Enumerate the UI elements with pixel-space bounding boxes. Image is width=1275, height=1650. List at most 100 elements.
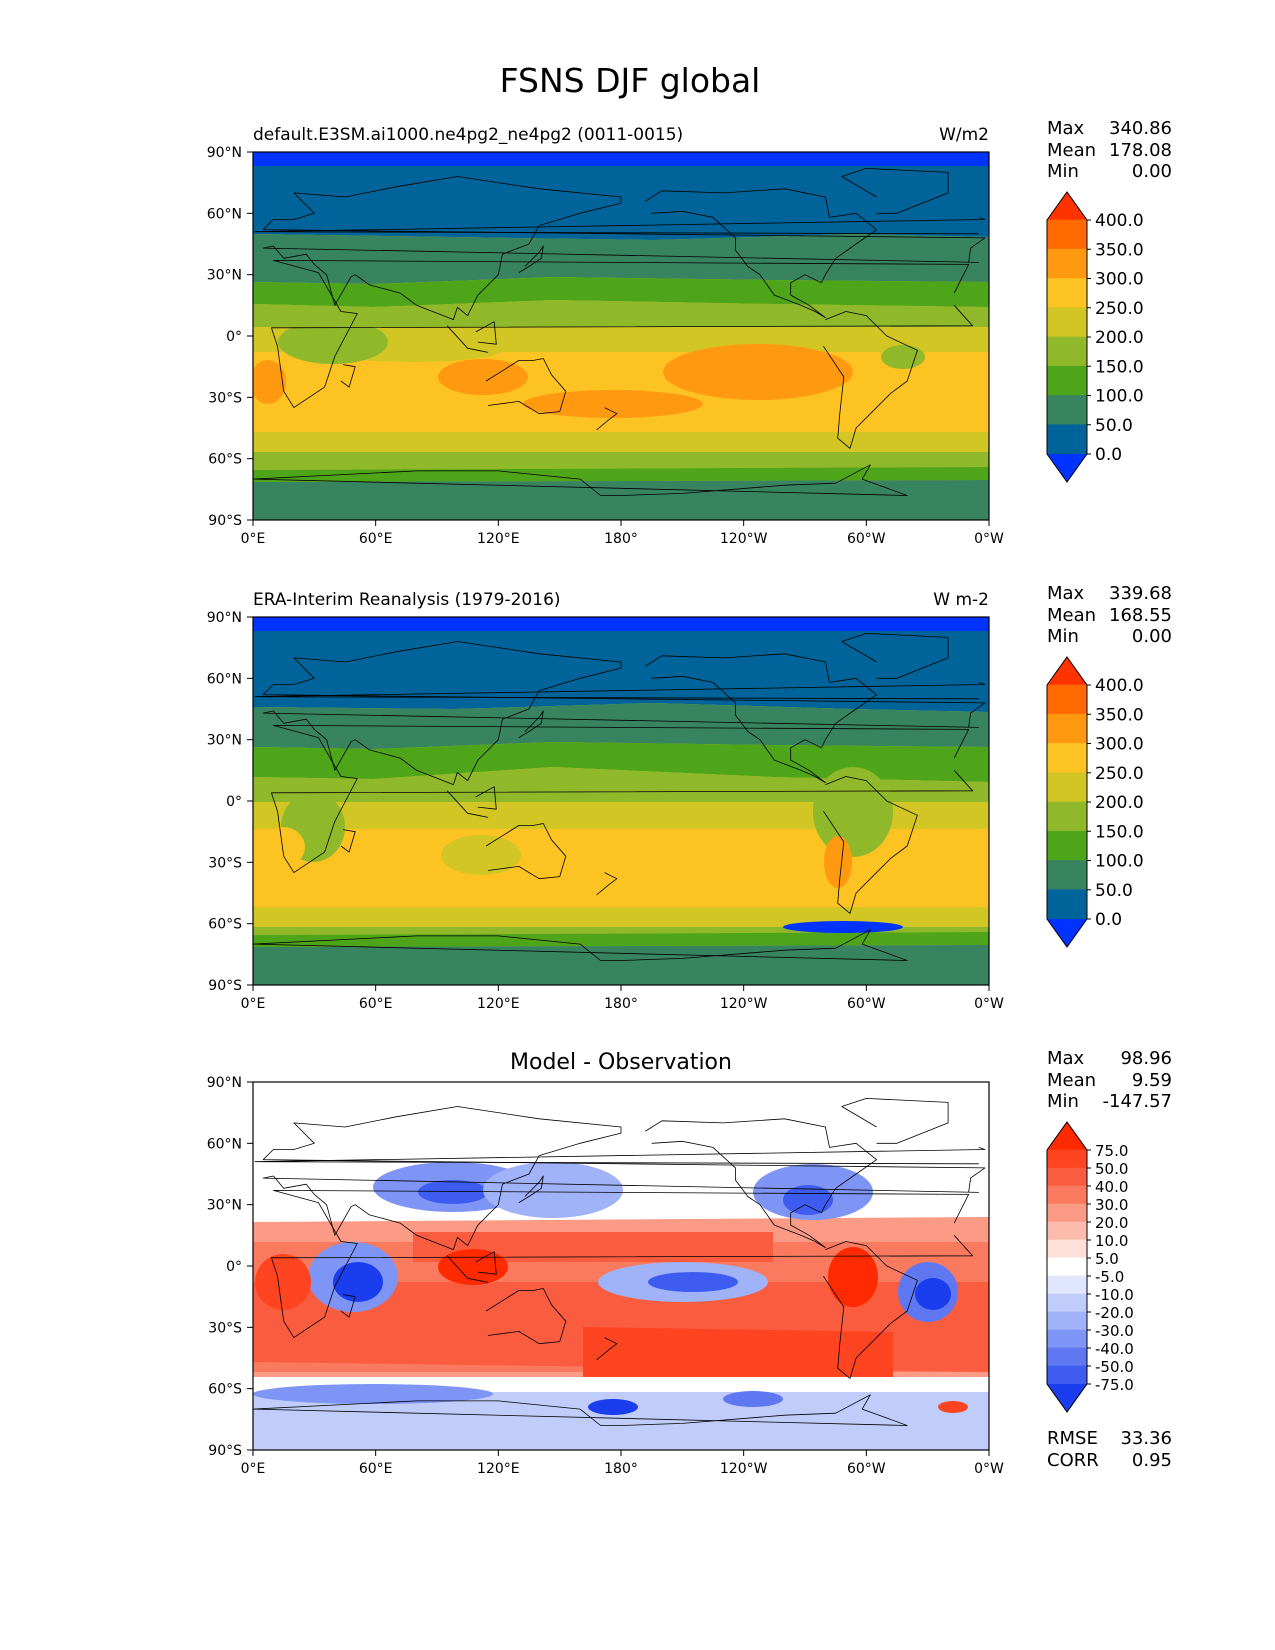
stat-min-label: Min xyxy=(1047,161,1079,182)
lon-axis: 0°E 60°E 120°E 180° 120°W 60°W 0°W xyxy=(241,1450,1004,1477)
coastline xyxy=(262,176,986,321)
contour-fill xyxy=(333,1262,383,1302)
coastline xyxy=(475,321,497,345)
stat-max-value: 340.86 xyxy=(1109,118,1172,139)
colorbar-label: 30.0 xyxy=(1095,1196,1128,1214)
colorbar-label: -20.0 xyxy=(1095,1304,1134,1322)
coastline xyxy=(446,790,489,818)
lat-tick-label: 90°S xyxy=(208,1443,242,1459)
stats-test: Max 340.86 Mean 178.08 Min 0.00 xyxy=(1047,118,1172,182)
figure-title: FSNS DJF global xyxy=(500,61,761,100)
colorbar-extend-min xyxy=(1047,1384,1087,1412)
field-contours xyxy=(253,152,989,520)
stat-max-label: Max xyxy=(1047,583,1085,604)
contour-fill xyxy=(813,767,893,857)
contour-fill xyxy=(253,234,989,284)
contour-fill xyxy=(253,432,989,452)
lon-tick-label: 120°W xyxy=(720,996,768,1012)
coastline xyxy=(645,653,877,784)
colorbar-segment xyxy=(1047,772,1087,803)
lon-tick-label: 0°E xyxy=(241,531,266,547)
stat-min-value: -147.57 xyxy=(1103,1091,1172,1112)
lat-tick-label: 90°S xyxy=(208,513,242,529)
coastline xyxy=(485,358,567,415)
lon-tick-label: 180° xyxy=(604,1461,638,1477)
contour-fill xyxy=(253,452,989,470)
colorbar-label: 150.0 xyxy=(1095,822,1144,842)
contour-fill xyxy=(253,152,989,240)
contour-fill xyxy=(583,1327,893,1382)
colorbar-segment xyxy=(1047,889,1087,920)
colorbar-label: -50.0 xyxy=(1095,1358,1134,1376)
lat-tick-label: 90°N xyxy=(207,1075,242,1091)
lon-axis: 0°E 60°E 120°E 180° 120°W 60°W 0°W xyxy=(241,985,1004,1012)
colorbar-label: 0.0 xyxy=(1095,445,1122,465)
stat-mean-label: Mean xyxy=(1047,605,1096,626)
coastline xyxy=(253,464,908,496)
colorbar-segment xyxy=(1047,1365,1087,1385)
coastline xyxy=(475,1251,497,1275)
colorbar-segment xyxy=(1047,830,1087,861)
coastline xyxy=(270,725,973,874)
contour-fill xyxy=(723,1391,783,1407)
panel-units: W m-2 xyxy=(933,590,989,610)
colorbar-label: 5.0 xyxy=(1095,1250,1119,1268)
panel-title: Model - Observation xyxy=(510,1050,732,1075)
lat-tick-label: 90°N xyxy=(207,610,242,626)
lon-tick-label: 60°W xyxy=(847,531,886,547)
contour-fill xyxy=(663,344,853,400)
lon-tick-label: 0°E xyxy=(241,1461,266,1477)
stat-rmse-value: 33.36 xyxy=(1120,1428,1172,1449)
contour-fill xyxy=(881,345,925,369)
contour-fill xyxy=(413,1232,773,1262)
coastline xyxy=(645,1118,877,1249)
colorbar-segment xyxy=(1047,365,1087,396)
lat-axis: 90°N 60°N 30°N 0° 30°S 60°S 90°S xyxy=(207,145,253,529)
colorbar-segment xyxy=(1047,1203,1087,1223)
coastline xyxy=(823,1241,918,1379)
lat-tick-label: 0° xyxy=(226,794,242,810)
lon-tick-label: 60°W xyxy=(847,996,886,1012)
lat-tick-label: 60°N xyxy=(207,671,242,687)
stat-min-value: 0.00 xyxy=(1132,161,1172,182)
stat-min-label: Min xyxy=(1047,1091,1079,1112)
coastline xyxy=(253,1394,908,1426)
colorbar-extend-min xyxy=(1047,454,1087,482)
colorbar-segment xyxy=(1047,801,1087,832)
lon-tick-label: 60°E xyxy=(359,1461,393,1477)
contour-fill xyxy=(783,921,903,933)
field-contours xyxy=(253,617,989,985)
lat-tick-label: 60°S xyxy=(208,452,242,468)
contour-fill xyxy=(253,1392,989,1450)
stat-mean-value: 9.59 xyxy=(1132,1070,1172,1091)
contour-fill xyxy=(278,320,388,364)
colorbar-segment xyxy=(1047,1311,1087,1331)
coastline xyxy=(823,776,918,914)
colorbar-label: 150.0 xyxy=(1095,357,1144,377)
coastlines xyxy=(253,632,986,961)
colorbar-segment xyxy=(1047,307,1087,338)
colorbar-segment xyxy=(1047,684,1087,715)
colorbar-label: -75.0 xyxy=(1095,1376,1134,1394)
colorbar-label: 200.0 xyxy=(1095,793,1144,813)
contour-fill xyxy=(255,1254,311,1310)
panel-difference: Model - Observation 90°N 60°N 30°N 0° 30°S 60… xyxy=(207,1050,1004,1477)
contour-fill xyxy=(441,835,521,875)
colorbar-segment xyxy=(1047,336,1087,367)
coastline xyxy=(485,823,567,880)
contour-fill xyxy=(824,836,852,888)
stat-rmse-label: RMSE xyxy=(1047,1428,1098,1449)
colorbar-label: 250.0 xyxy=(1095,299,1144,319)
colorbar-segment xyxy=(1047,248,1087,279)
lat-tick-label: 60°S xyxy=(208,1382,242,1398)
colorbar-segment xyxy=(1047,219,1087,250)
panel-reference: ERA-Interim Reanalysis (1979-2016) W m-2… xyxy=(207,590,1004,1012)
colorbar-segment xyxy=(1047,1275,1087,1295)
coastline xyxy=(596,872,618,896)
contour-fill xyxy=(253,703,989,749)
coastline xyxy=(340,364,356,388)
coastline xyxy=(645,188,877,319)
coastline xyxy=(475,786,497,810)
contour-fill xyxy=(253,480,989,520)
stat-max-value: 339.68 xyxy=(1109,583,1172,604)
